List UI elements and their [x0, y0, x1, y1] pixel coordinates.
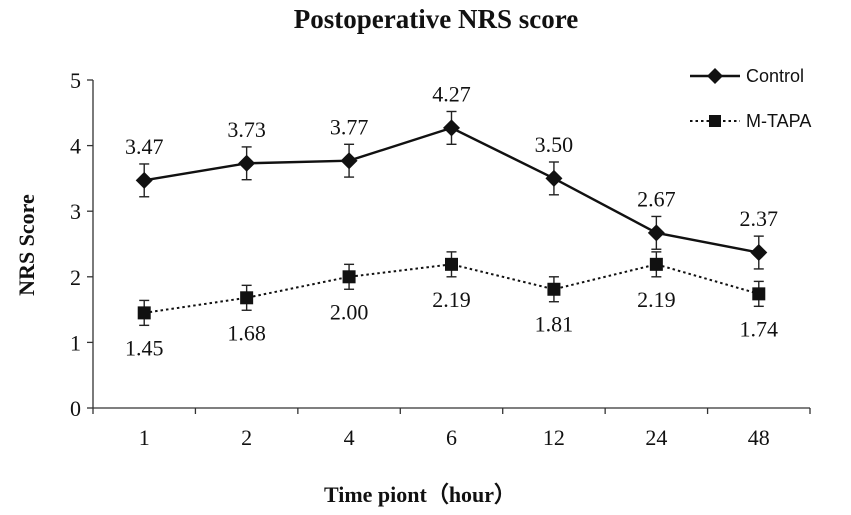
legend-label: M-TAPA	[746, 111, 811, 131]
y-tick-label: 0	[70, 396, 81, 421]
square-marker	[649, 257, 663, 271]
data-label: 3.50	[535, 132, 574, 157]
x-tick-label: 2	[241, 425, 252, 450]
diamond-marker	[545, 169, 563, 187]
diamond-marker	[647, 224, 665, 242]
legend-diamond-marker	[707, 68, 723, 84]
y-tick-label: 2	[70, 265, 81, 290]
data-label: 2.37	[740, 206, 779, 231]
square-marker	[547, 282, 561, 296]
x-tick-label: 1	[139, 425, 150, 450]
diamond-marker	[340, 152, 358, 170]
y-axis-title: NRS Score	[14, 194, 39, 296]
square-marker	[240, 291, 254, 305]
diamond-marker	[750, 244, 768, 262]
series-layer: 3.47 3.73 3.77 4.27 3.50 2.67 2.37 1.45 1.68 2.00…	[125, 81, 778, 360]
y-tick-label: 1	[70, 330, 81, 355]
data-label: 1.45	[125, 335, 164, 360]
diamond-marker	[135, 171, 153, 189]
x-tick-label: 12	[543, 425, 565, 450]
chart-title: Postoperative NRS score	[294, 4, 578, 34]
data-label: 1.68	[227, 320, 266, 345]
x-tick-label: 48	[748, 425, 770, 450]
data-label: 2.67	[637, 186, 676, 211]
legend: Control M-TAPA	[690, 66, 811, 131]
square-marker	[752, 287, 766, 301]
x-axis-title: Time piont（hour）	[324, 482, 516, 507]
square-marker	[137, 306, 151, 320]
y-tick-label: 5	[70, 68, 81, 93]
data-label: 3.77	[330, 114, 369, 139]
data-label: 3.73	[227, 117, 266, 142]
series-m-tapa: 1.45 1.68 2.00 2.19 1.81 2.19 1.74	[125, 251, 779, 360]
square-marker	[342, 270, 356, 284]
legend-square-marker	[709, 115, 721, 127]
data-label: 2.00	[330, 299, 369, 324]
square-marker	[445, 257, 458, 271]
y-tick-label: 3	[70, 199, 81, 224]
diamond-marker	[238, 154, 256, 172]
x-tick-label: 4	[344, 425, 355, 450]
data-label: 2.19	[637, 287, 676, 312]
diamond-marker	[443, 119, 460, 137]
series-control: 3.47 3.73 3.77 4.27 3.50 2.67 2.37	[125, 81, 779, 270]
data-label: 3.47	[125, 134, 164, 159]
x-tick-label: 6	[446, 425, 457, 450]
data-label: 2.19	[432, 287, 471, 312]
y-tick-label: 4	[70, 134, 81, 159]
data-label: 1.74	[740, 316, 779, 341]
legend-label: Control	[746, 66, 804, 86]
x-tick-label: 24	[645, 425, 667, 450]
data-label: 4.27	[432, 81, 471, 106]
data-label: 1.81	[535, 312, 574, 337]
